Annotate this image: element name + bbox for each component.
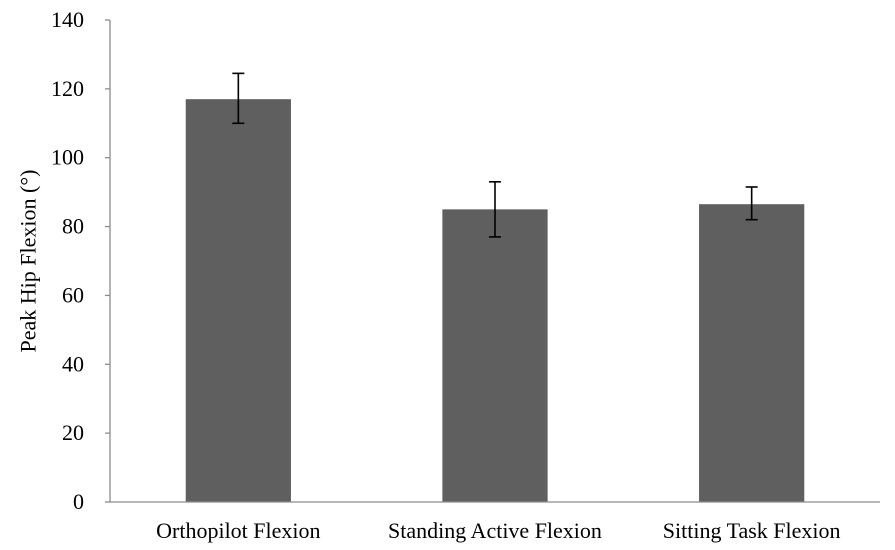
x-category-label: Standing Active Flexion bbox=[388, 518, 602, 543]
y-tick-label: 0 bbox=[73, 489, 84, 514]
x-category-label: Sitting Task Flexion bbox=[663, 518, 841, 543]
x-axis-category-labels: Orthopilot Flexion Standing Active Flexio… bbox=[156, 518, 840, 543]
y-axis-title: Peak Hip Flexion (°) bbox=[16, 170, 41, 353]
y-tick-label: 20 bbox=[62, 420, 84, 445]
y-tick-label: 140 bbox=[51, 7, 84, 32]
bar bbox=[185, 99, 291, 502]
y-tick-label: 60 bbox=[62, 282, 84, 307]
y-tick-label: 40 bbox=[62, 351, 84, 376]
y-tick-label: 80 bbox=[62, 214, 84, 239]
x-category-label: Orthopilot Flexion bbox=[156, 518, 320, 543]
bar bbox=[442, 209, 548, 502]
y-tick-label: 100 bbox=[51, 145, 84, 170]
bar bbox=[699, 204, 805, 502]
y-tick-label: 120 bbox=[51, 76, 84, 101]
bars bbox=[185, 99, 805, 502]
y-axis-ticks: 0 20 40 60 80 100 120 140 bbox=[51, 7, 110, 514]
error-bars bbox=[232, 72, 758, 238]
